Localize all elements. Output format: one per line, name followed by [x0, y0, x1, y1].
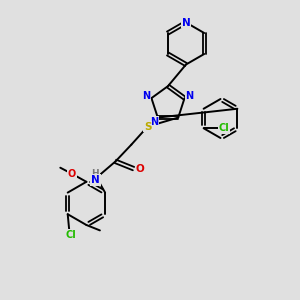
Text: Cl: Cl: [65, 230, 76, 240]
Text: N: N: [186, 92, 194, 101]
Text: O: O: [68, 169, 76, 179]
Text: H: H: [92, 169, 99, 178]
Text: O: O: [136, 164, 145, 174]
Text: N: N: [91, 175, 100, 185]
Text: S: S: [144, 122, 152, 132]
Text: Cl: Cl: [219, 123, 230, 133]
Text: N: N: [142, 92, 150, 101]
Text: N: N: [182, 17, 190, 28]
Text: N: N: [151, 117, 159, 127]
